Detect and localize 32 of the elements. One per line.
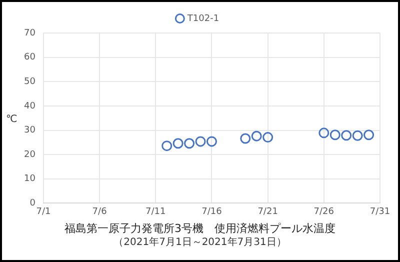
y-tick-label: 50: [24, 76, 36, 87]
y-tick-label: 30: [24, 126, 36, 136]
y-axis-title: ℃: [6, 114, 18, 125]
y-tick-label: 20: [24, 150, 36, 160]
text: 福島第一原子力発電所3号機 使用済燃料プール水温度: [64, 222, 336, 236]
point: [330, 130, 340, 140]
point: [364, 130, 374, 140]
x-tick-label: 7/31: [370, 206, 390, 217]
x-tick-label: 7/6: [92, 206, 108, 217]
point: [184, 138, 195, 149]
point: [251, 130, 262, 142]
y-tick-label: 60: [24, 52, 36, 63]
y-tick-label: 10: [24, 174, 36, 184]
text: （2021年7月1日～2021年7月31日）: [112, 236, 288, 250]
point: [352, 130, 363, 141]
x-tick-label: 7/21: [258, 206, 278, 217]
x-tick-label: 7/11: [146, 206, 166, 217]
point: [240, 133, 251, 144]
point: [195, 136, 206, 147]
point: [172, 138, 184, 149]
x-tick-label: 7/26: [314, 206, 334, 217]
point: [162, 140, 172, 152]
point: [262, 132, 274, 143]
y-tick-label: 40: [24, 101, 36, 112]
point: [206, 136, 217, 147]
x-tick-label: 7/16: [202, 206, 222, 217]
y-tick-label: 0: [30, 198, 36, 209]
point: [341, 130, 352, 141]
legend-label: T102-1: [186, 14, 220, 24]
x-tick-label: 7/1: [36, 206, 51, 217]
y-tick-label: 70: [24, 28, 36, 38]
point: [318, 128, 330, 138]
